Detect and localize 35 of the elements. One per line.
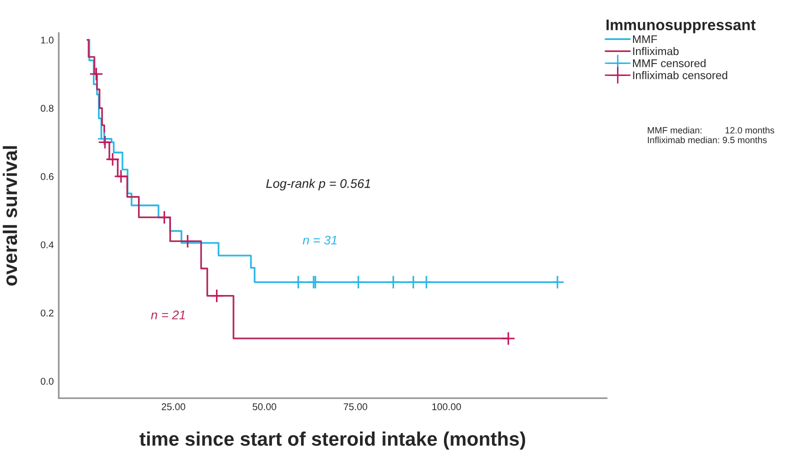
legend-label: Infliximab censored: [633, 71, 728, 80]
point: [291, 275, 306, 290]
annotation: Log-rank p = 0.561: [266, 178, 370, 190]
legend-label: Infliximab: [633, 46, 679, 56]
y-axis-title: overall survival: [2, 146, 18, 286]
point: [98, 135, 112, 150]
point: [550, 275, 564, 290]
point: [419, 275, 434, 290]
y-tick-label: 1.0: [41, 36, 54, 44]
point: [351, 275, 366, 290]
point: [501, 331, 516, 346]
point: [180, 234, 195, 248]
x-axis-title: time since start of steroid intake (months): [140, 432, 526, 450]
legend-label: MMF: [633, 35, 658, 44]
point: [157, 210, 172, 224]
y-tick-label: 0.2: [40, 310, 54, 316]
y-tick-label: 0.0: [40, 378, 54, 385]
x-tick-label: 75.00: [344, 403, 368, 410]
point: [89, 67, 104, 82]
x-tick-label: 100.00: [432, 403, 461, 410]
point: [386, 275, 400, 290]
point: [114, 169, 128, 184]
legend-title: Immunosuppressant: [606, 20, 756, 34]
annotation: n = 31: [302, 236, 337, 245]
x-tick-label: 25.00: [162, 403, 186, 410]
y-tick-label: 0.6: [40, 173, 54, 180]
y-tick-label: 0.4: [40, 241, 54, 248]
annotation: n = 21: [150, 310, 185, 320]
legend-label: MMF censored: [633, 59, 706, 68]
point: [406, 275, 420, 290]
y-tick-label: 0.8: [40, 104, 54, 112]
text: MMF median: 12.0 months Infliximab median: 9.5 months: [648, 126, 774, 144]
x-tick-label: 50.00: [252, 403, 276, 410]
point: [106, 152, 120, 166]
point: [210, 288, 224, 303]
